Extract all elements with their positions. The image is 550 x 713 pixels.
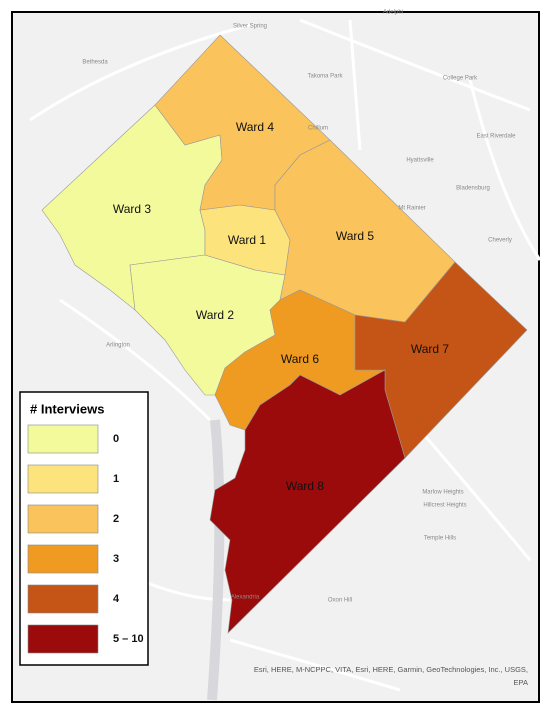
ward-label: Ward 1 bbox=[228, 233, 267, 247]
legend-swatch bbox=[27, 584, 99, 614]
place-name: Bladensburg bbox=[456, 186, 490, 192]
ward-label: Ward 3 bbox=[113, 202, 152, 216]
place-name: College Park bbox=[443, 76, 478, 82]
legend-swatch bbox=[27, 544, 99, 574]
ward-label: Ward 8 bbox=[286, 479, 325, 493]
place-name: Adelphi bbox=[383, 10, 403, 16]
legend-swatch bbox=[27, 504, 99, 534]
legend-title: # Interviews bbox=[30, 401, 104, 416]
legend-label: 0 bbox=[113, 433, 119, 445]
river bbox=[207, 419, 225, 701]
ward-label: Ward 4 bbox=[236, 120, 275, 134]
legend-label: 3 bbox=[113, 553, 119, 565]
legend-label: 2 bbox=[113, 513, 119, 525]
place-name: Arlington bbox=[106, 343, 130, 349]
place-name: Mt Rainier bbox=[398, 206, 425, 212]
attribution: EPA bbox=[514, 678, 528, 687]
ward-label: Ward 7 bbox=[411, 342, 450, 356]
place-name: Temple Hills bbox=[424, 536, 456, 542]
ward-label: Ward 5 bbox=[336, 229, 375, 243]
ward-label: Ward 2 bbox=[196, 308, 235, 322]
place-name: Alexandria bbox=[231, 595, 260, 601]
ward-label: Ward 6 bbox=[281, 352, 320, 366]
legend-swatch bbox=[27, 424, 99, 454]
place-name: Hillcrest Heights bbox=[423, 503, 466, 509]
place-name: Silver Spring bbox=[233, 24, 267, 30]
place-name: Takoma Park bbox=[307, 74, 343, 80]
attribution: Esri, HERE, M-NCPPC, VITA, Esri, HERE, G… bbox=[254, 665, 528, 674]
legend-label: 1 bbox=[113, 473, 119, 485]
place-name: Cheverly bbox=[488, 238, 512, 244]
legend-swatch bbox=[27, 624, 99, 654]
place-name: Bethesda bbox=[82, 60, 108, 66]
legend-label: 4 bbox=[113, 593, 120, 605]
legend-swatch bbox=[27, 464, 99, 494]
place-name: Oxon Hill bbox=[328, 598, 352, 604]
place-name: Marlow Heights bbox=[422, 490, 463, 496]
ward-area bbox=[209, 369, 406, 634]
place-name: East Riverdale bbox=[476, 134, 516, 140]
place-name: Chillum bbox=[308, 126, 328, 132]
place-name: Hyattsville bbox=[406, 158, 434, 164]
legend-label: 5 – 10 bbox=[113, 633, 144, 645]
